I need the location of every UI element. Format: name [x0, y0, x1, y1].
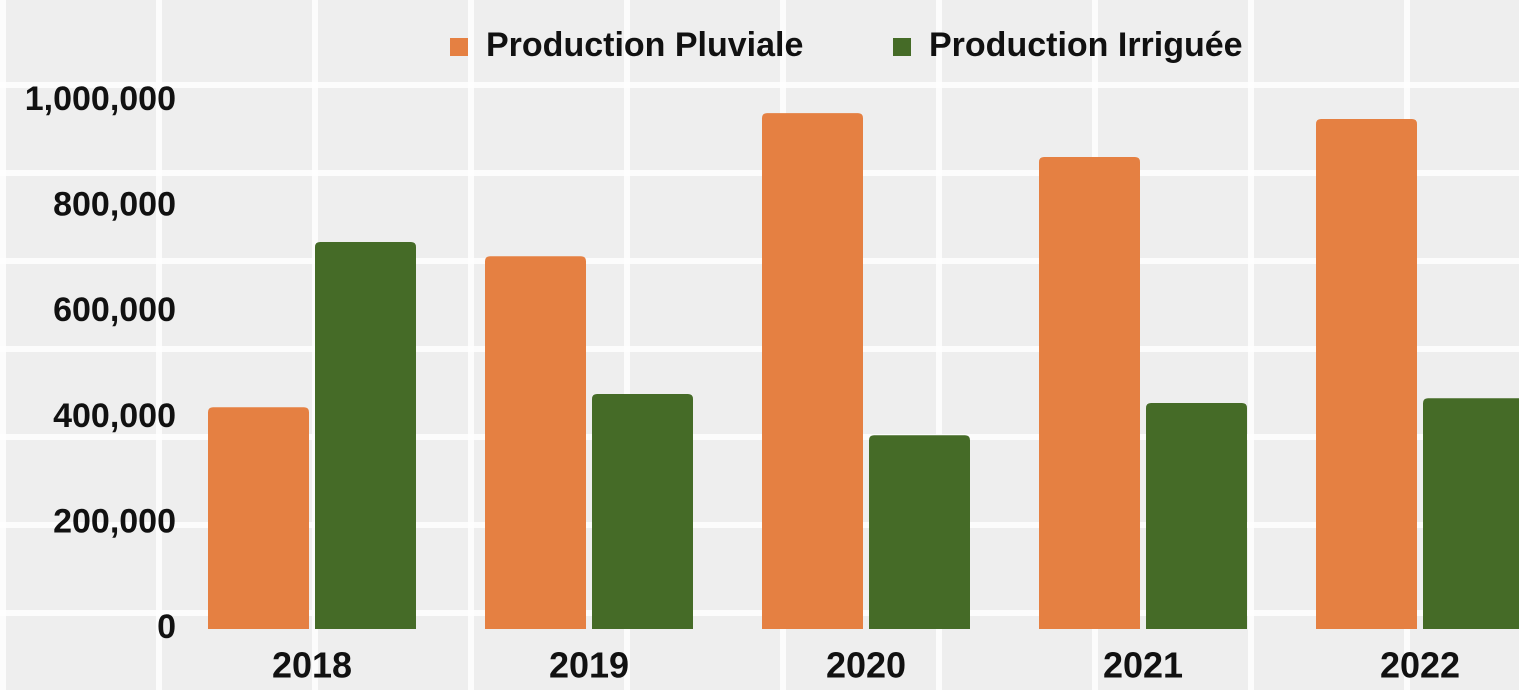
- bar: [762, 113, 863, 630]
- y-tick-label: 400,000: [53, 397, 176, 435]
- bar: [485, 256, 586, 629]
- bar: [208, 407, 309, 629]
- y-tick-label: 1,000,000: [25, 80, 176, 118]
- x-tick-label: 2021: [1103, 645, 1183, 686]
- x-tick-label: 2020: [826, 645, 906, 686]
- bar: [1146, 403, 1247, 629]
- bar: [869, 435, 970, 629]
- legend-label: Production Irriguée: [929, 26, 1243, 64]
- x-tick-label: 2018: [272, 645, 352, 686]
- y-tick-label: 200,000: [53, 502, 176, 540]
- bar: [1423, 398, 1519, 629]
- bar: [1316, 118, 1417, 630]
- y-tick-label: 0: [157, 608, 176, 646]
- bar: [315, 241, 416, 629]
- bar: [592, 394, 693, 629]
- y-tick-label: 600,000: [53, 291, 176, 329]
- legend-swatch: [450, 38, 468, 56]
- y-tick-label: 800,000: [53, 186, 176, 224]
- x-tick-label: 2019: [549, 645, 629, 686]
- bar: [1039, 156, 1140, 629]
- legend-label: Production Pluviale: [486, 26, 803, 64]
- x-tick-label: 2022: [1380, 645, 1460, 686]
- legend-swatch: [893, 38, 911, 56]
